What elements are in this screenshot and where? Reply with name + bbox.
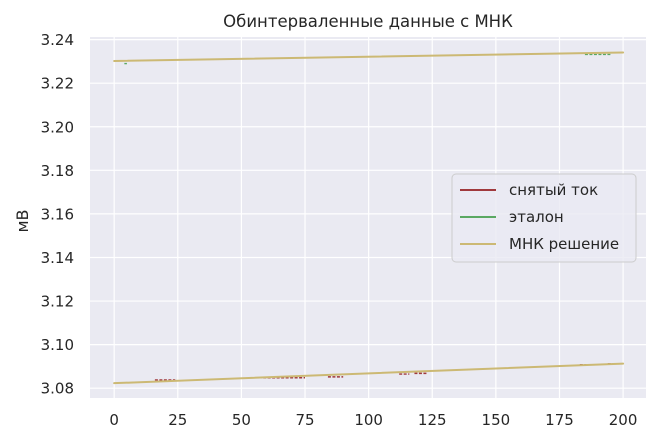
- legend-entry: МНК решение: [509, 235, 619, 253]
- x-axis-ticks: 0 25 50 75 100 125 150 175 200: [109, 411, 637, 429]
- x-tick-label: 0: [109, 411, 119, 429]
- legend-frame: [451, 173, 637, 263]
- y-tick-label: 3.12: [41, 293, 74, 311]
- y-tick-label: 3.20: [41, 118, 74, 136]
- chart-title: Обинтерваленные данные с МНК: [223, 12, 513, 31]
- x-tick-label: 75: [295, 411, 314, 429]
- y-tick-label: 3.16: [41, 205, 74, 223]
- regression-line: [113, 51, 625, 62]
- data-layer: [113, 51, 625, 385]
- x-tick-label: 100: [354, 411, 383, 429]
- y-tick-label: 3.18: [41, 162, 74, 180]
- x-tick-label: 125: [418, 411, 447, 429]
- legend-entry: снятый ток: [509, 181, 598, 199]
- x-tick-label: 200: [609, 411, 638, 429]
- y-tick-label: 3.24: [41, 31, 74, 49]
- regression-line: [113, 362, 625, 385]
- y-axis-ticks: 3.08 3.10 3.12 3.14 3.16 3.18 3.20 3.22 3.24: [41, 31, 74, 398]
- y-tick-label: 3.22: [41, 75, 74, 93]
- x-tick-label: 25: [168, 411, 187, 429]
- legend-entry: эталон: [509, 208, 564, 226]
- y-tick-label: 3.14: [41, 249, 74, 267]
- x-tick-label: 150: [482, 411, 511, 429]
- y-axis-label: мВ: [13, 209, 32, 232]
- x-tick-label: 175: [545, 411, 574, 429]
- y-tick-label: 3.10: [41, 336, 74, 354]
- legend: снятый ток эталон МНК решение: [451, 173, 637, 263]
- x-tick-label: 50: [232, 411, 251, 429]
- series-2: [124, 53, 611, 65]
- series-3: [113, 51, 625, 385]
- y-tick-label: 3.08: [41, 380, 74, 398]
